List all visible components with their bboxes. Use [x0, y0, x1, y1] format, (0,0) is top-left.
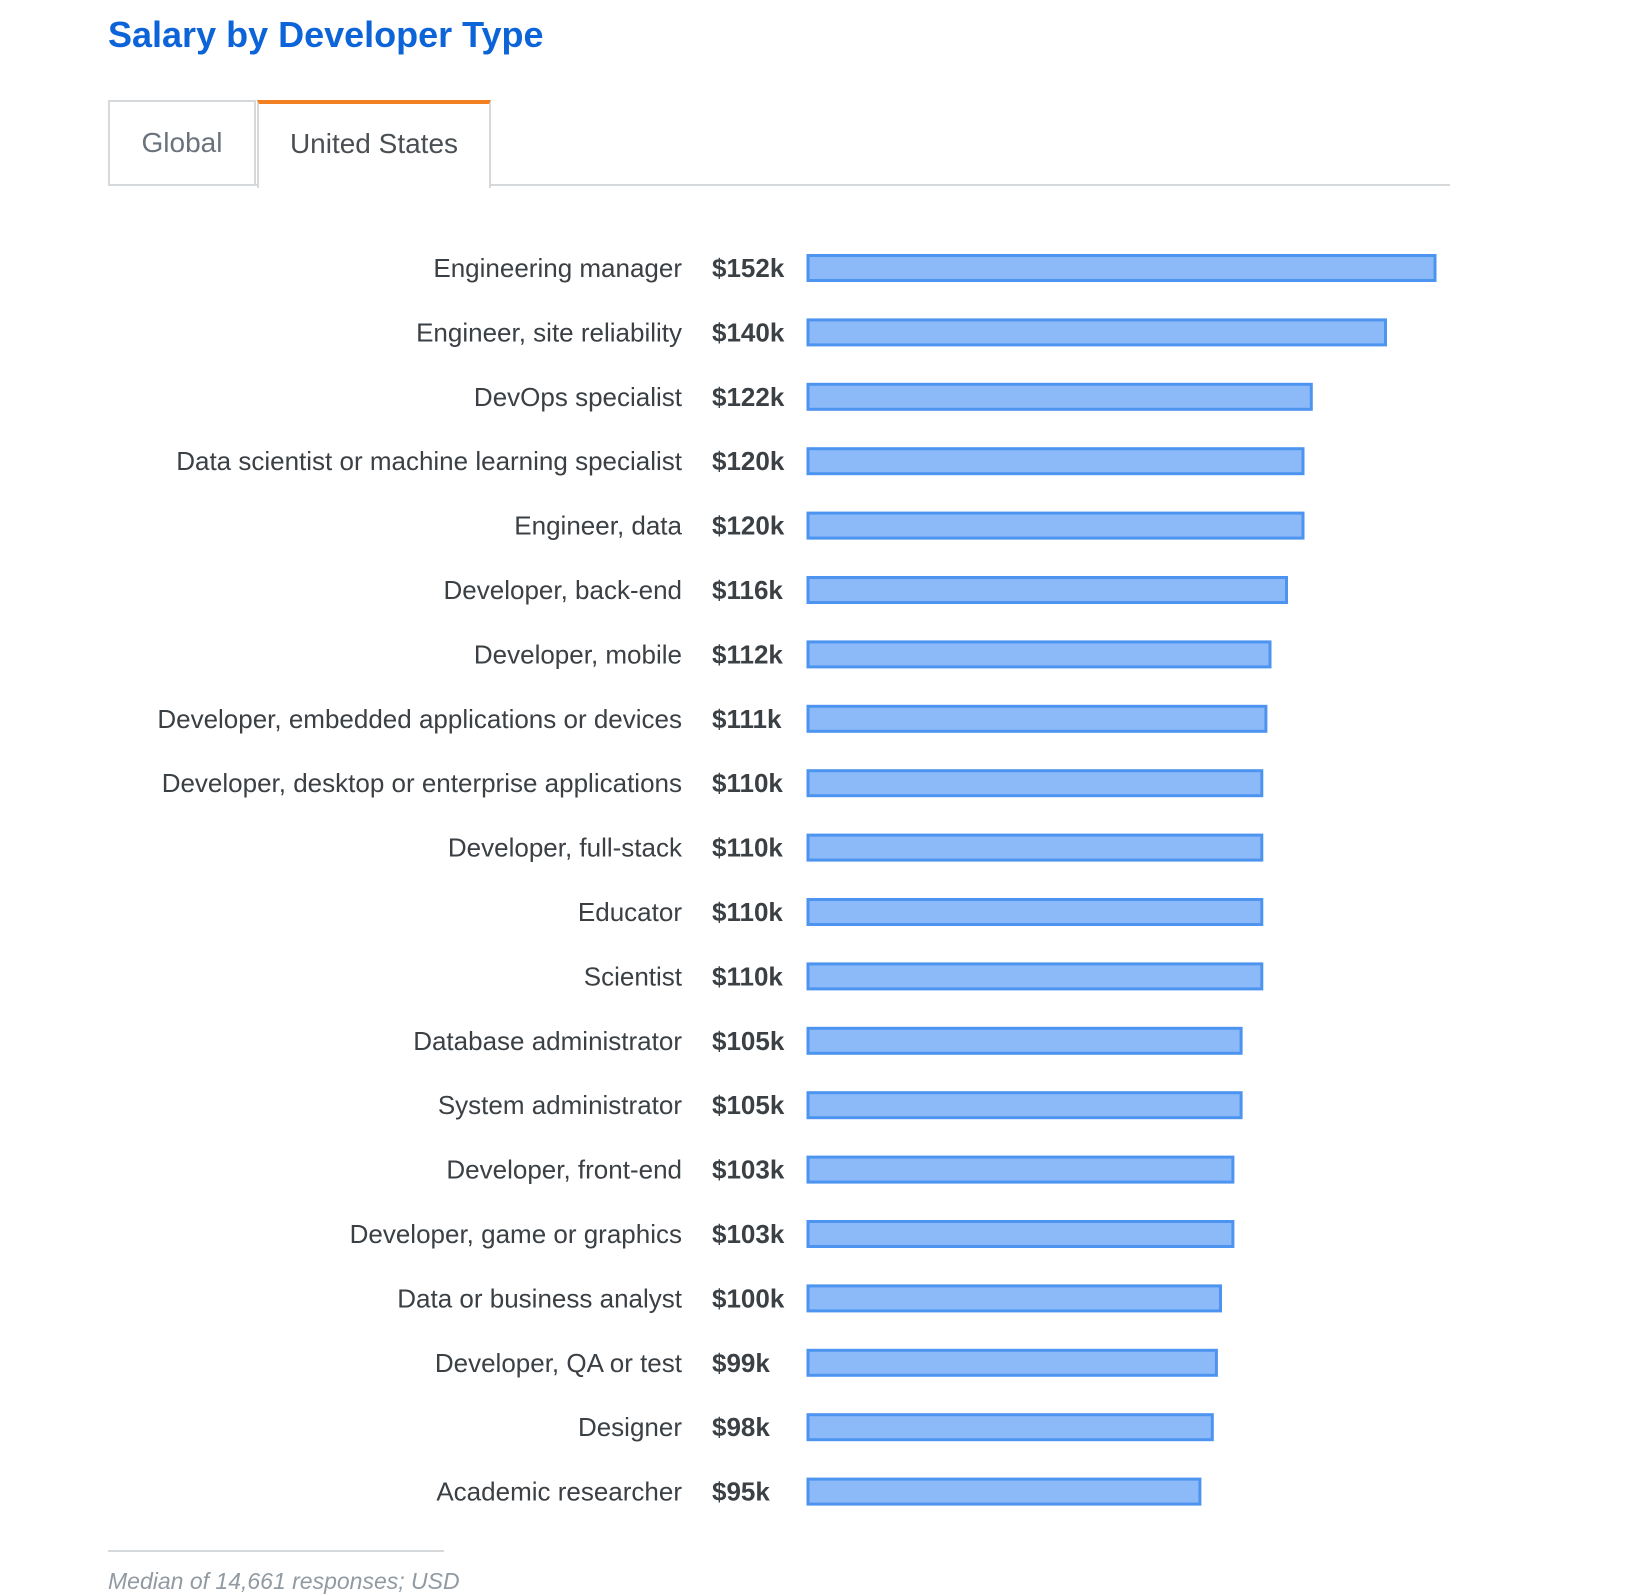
category-label: System administrator — [438, 1090, 683, 1120]
category-label: Developer, desktop or enterprise applica… — [162, 768, 682, 798]
category-label: Developer, embedded applications or devi… — [157, 704, 682, 734]
tab-global-label: Global — [141, 127, 223, 158]
value-label: $116k — [712, 575, 783, 605]
chart-footnote: Median of 14,661 responses; USD — [108, 1568, 460, 1594]
tab-global[interactable]: Global — [108, 100, 256, 184]
value-label: $105k — [712, 1090, 785, 1120]
salary-bar[interactable] — [806, 1026, 1243, 1055]
value-label: $112k — [712, 639, 783, 669]
salary-bar[interactable] — [806, 962, 1264, 991]
salary-bar[interactable] — [806, 382, 1313, 411]
value-label: $105k — [712, 1026, 785, 1056]
salary-bar[interactable] — [806, 254, 1437, 282]
category-label: Developer, QA or test — [435, 1348, 683, 1378]
salary-bar[interactable] — [806, 576, 1288, 604]
value-label: $103k — [712, 1155, 785, 1185]
value-label: $111k — [712, 704, 782, 734]
category-label: Data scientist or machine learning speci… — [176, 446, 683, 476]
category-label: Academic researcher — [436, 1477, 682, 1507]
footer-divider — [108, 1550, 444, 1552]
salary-bar[interactable] — [806, 640, 1272, 669]
value-label: $98k — [712, 1412, 770, 1442]
category-label: Scientist — [584, 961, 683, 991]
salary-bar[interactable] — [806, 769, 1264, 798]
category-label: Developer, back-end — [444, 575, 682, 605]
tab-baseline — [108, 184, 1450, 186]
category-label: Engineering manager — [433, 253, 682, 283]
value-label: $110k — [712, 768, 783, 798]
tab-united-states[interactable]: United States — [257, 100, 491, 188]
region-tabs: Global United States — [108, 100, 1450, 188]
value-label: $120k — [712, 511, 785, 541]
category-label: Database administrator — [413, 1026, 682, 1056]
salary-bar[interactable] — [806, 1413, 1214, 1442]
category-label: Developer, game or graphics — [350, 1219, 682, 1249]
salary-bar[interactable] — [806, 1284, 1222, 1313]
value-label: $103k — [712, 1219, 785, 1249]
salary-bar[interactable] — [806, 1477, 1202, 1506]
category-label: Data or business analyst — [397, 1283, 682, 1313]
salary-bar[interactable] — [806, 704, 1268, 733]
category-label: DevOps specialist — [474, 382, 683, 412]
value-label: $120k — [712, 446, 785, 476]
salary-bar[interactable] — [806, 1091, 1243, 1120]
value-label: $140k — [712, 317, 785, 347]
salary-bar[interactable] — [806, 447, 1305, 476]
category-label: Educator — [578, 897, 682, 927]
tab-united-states-label: United States — [289, 128, 459, 159]
value-label: $110k — [712, 961, 783, 991]
value-label: $110k — [712, 897, 783, 927]
salary-bar[interactable] — [806, 1155, 1235, 1184]
category-label: Developer, mobile — [474, 639, 682, 669]
value-label: $100k — [712, 1283, 785, 1313]
category-label: Developer, front-end — [446, 1155, 682, 1185]
salary-bar[interactable] — [806, 511, 1305, 540]
category-label: Engineer, data — [514, 511, 682, 541]
salary-bar[interactable] — [806, 1220, 1235, 1248]
salary-bar[interactable] — [806, 318, 1387, 347]
value-label: $110k — [712, 833, 783, 863]
salary-bar[interactable] — [806, 898, 1264, 926]
category-label: Developer, full-stack — [448, 833, 683, 863]
salary-bar[interactable] — [806, 833, 1264, 862]
chart-title: Salary by Developer Type — [108, 14, 544, 55]
value-label: $95k — [712, 1477, 770, 1507]
salary-bar[interactable] — [806, 1348, 1218, 1377]
category-label: Designer — [578, 1412, 682, 1442]
value-label: $152k — [712, 253, 785, 283]
value-label: $122k — [712, 382, 785, 412]
category-label: Engineer, site reliability — [416, 317, 682, 347]
bars-layer: Engineering manager $152k Engineer, site r… — [157, 253, 1437, 1507]
value-label: $99k — [712, 1348, 770, 1378]
